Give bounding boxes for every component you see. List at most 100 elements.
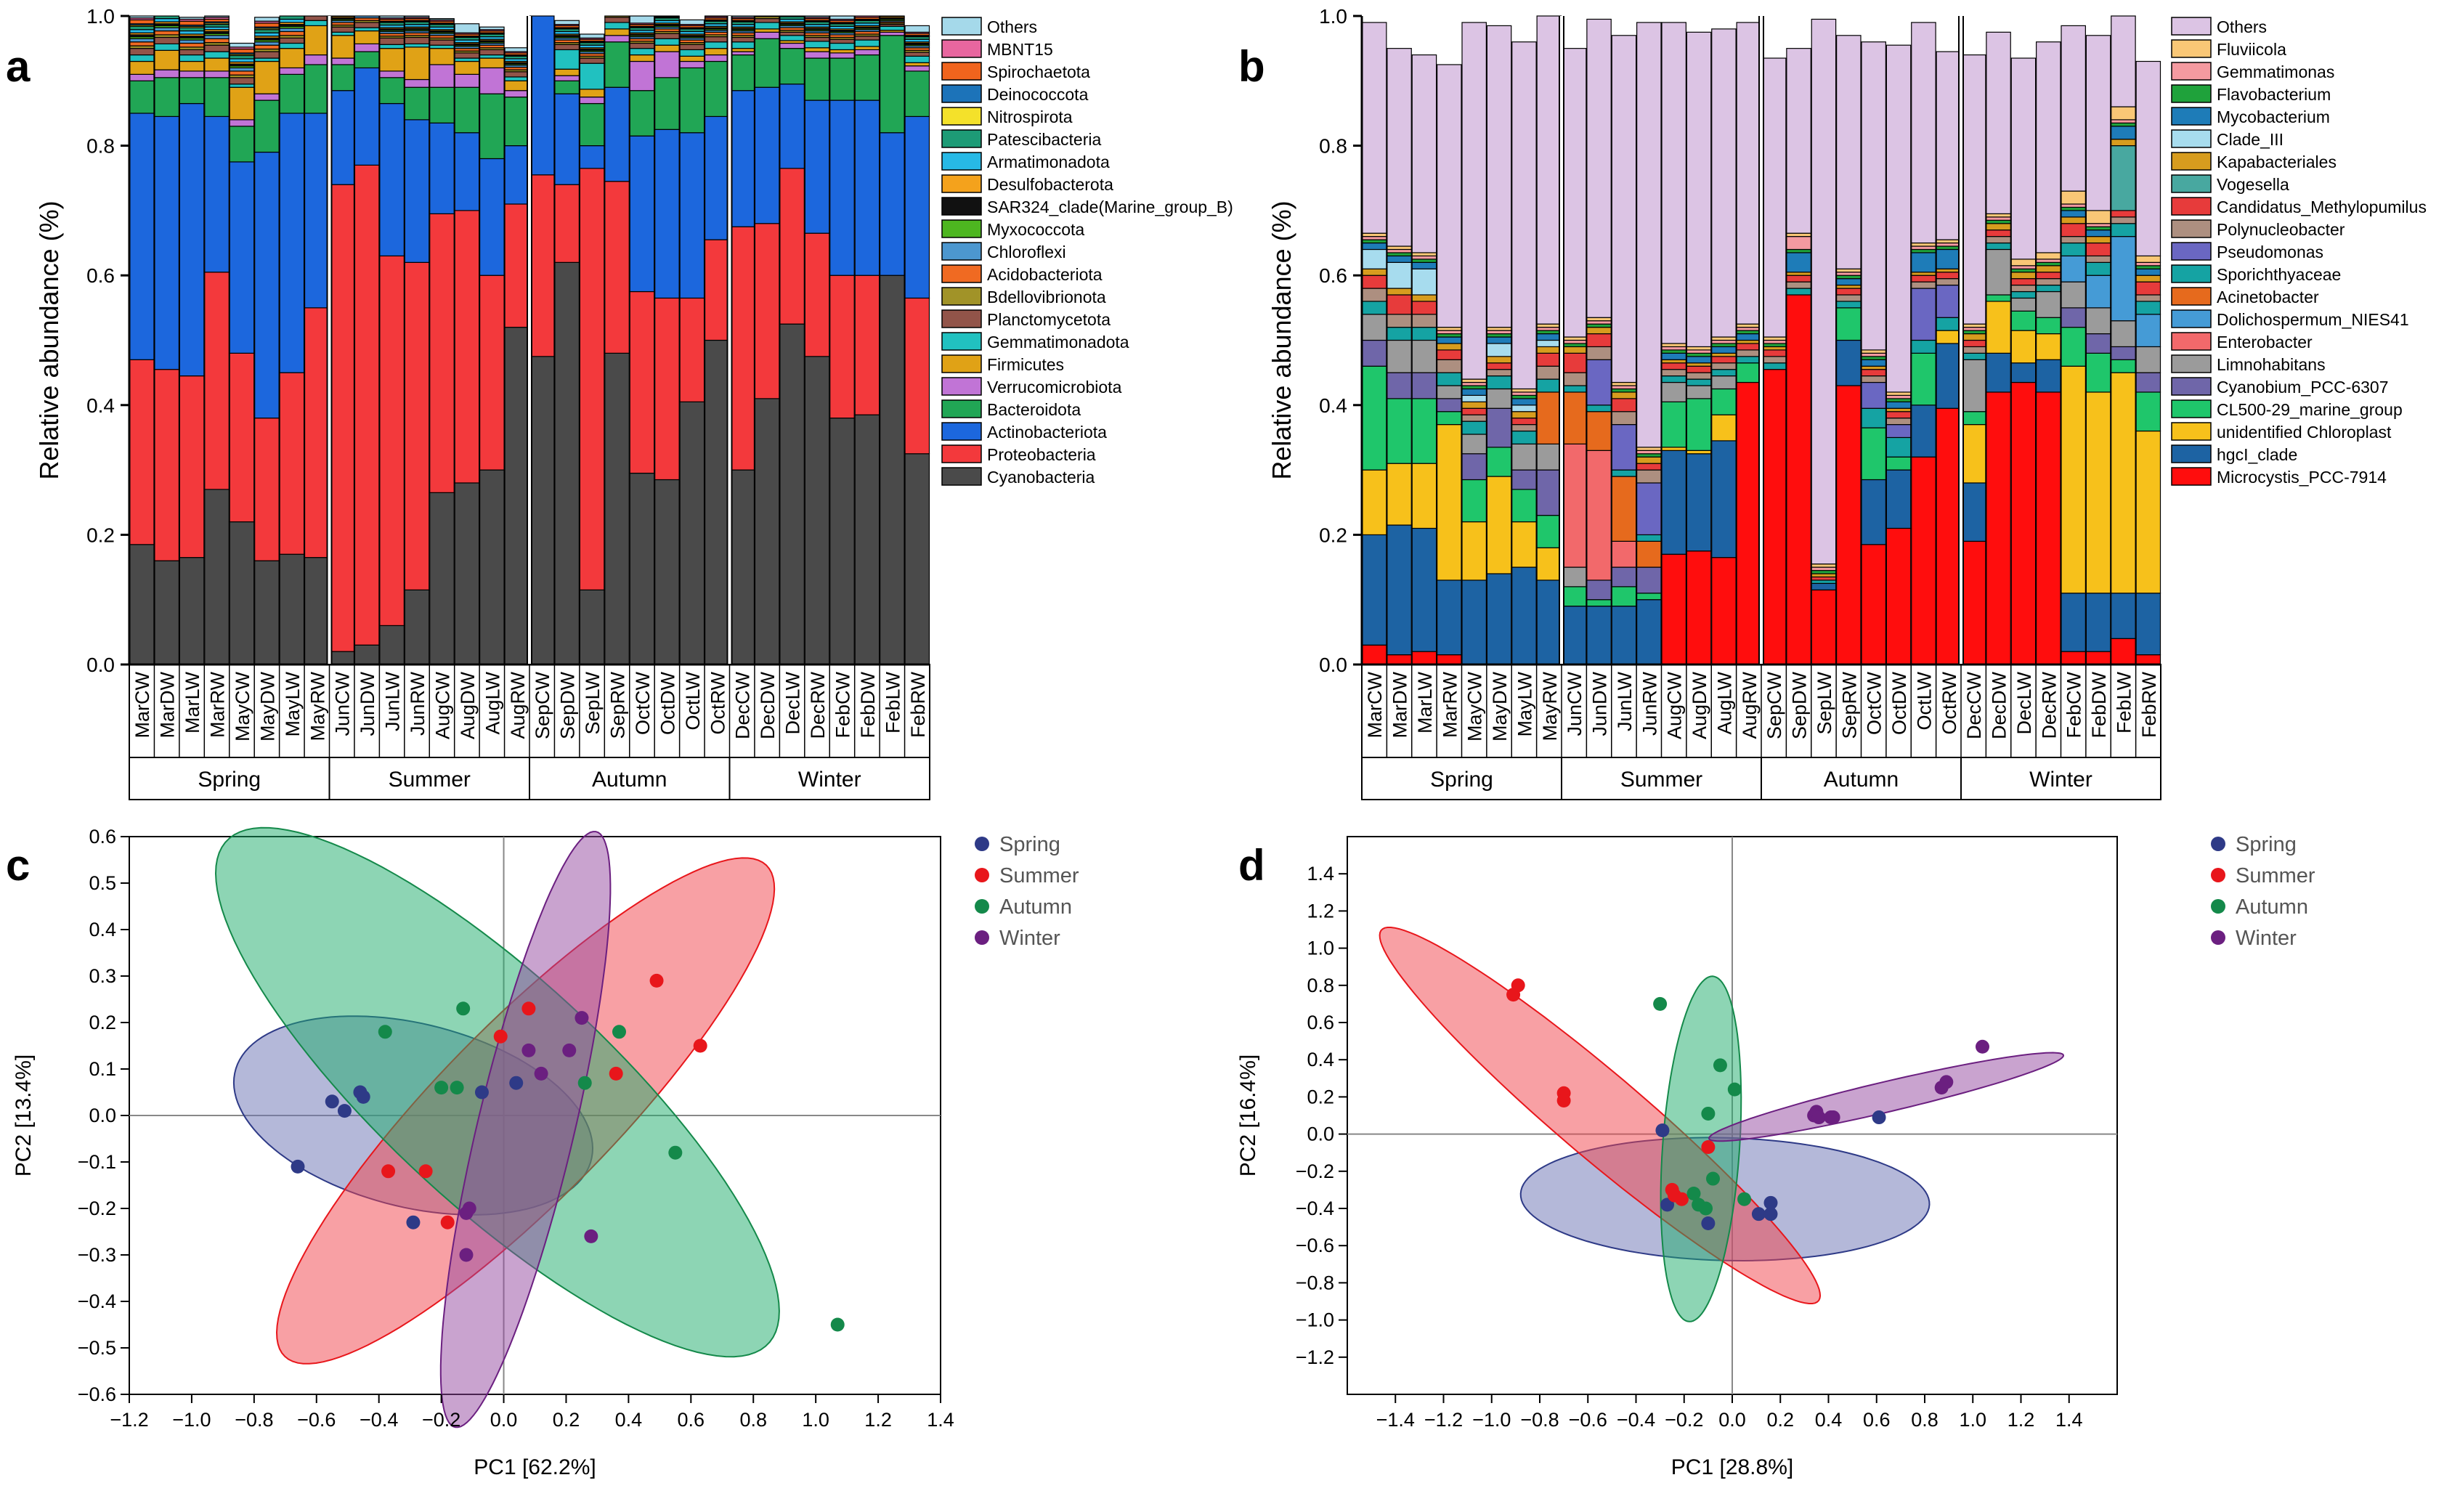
bar-segment-MarRW-Actinobacteriota [204, 115, 230, 273]
bar-segment-MarDW-Candidatus_Methylopumilus [1387, 294, 1412, 315]
bar-segment-DecRW-Gemmatimonadota [804, 41, 830, 49]
bar-segment-FebCW-Gemmatimonadota [829, 42, 855, 51]
bar-segment-OctRW-Gemmatimonas [1936, 242, 1962, 247]
bar-segment-JunRW-Gemmatimonadota [404, 43, 430, 48]
category-label-AugLW: AugLW [482, 671, 503, 734]
bar-segment-AugCW-Mycobacterium [1661, 352, 1686, 360]
bar-segment-JunCW-Planctomycetota [329, 26, 355, 33]
confidence-ellipse-Winter [1708, 1052, 2065, 1142]
point-Spring [509, 1076, 524, 1090]
bar-segment-OctRW-Fluviicola [1936, 239, 1962, 244]
point-Winter [1811, 1110, 1826, 1125]
bar-segment-DecRW-Planctomycetota [804, 36, 830, 42]
point-Autumn [456, 1001, 471, 1016]
legend-marker-Spring [975, 837, 989, 851]
bar-segment-MarLW-Sporichthyaceae [1411, 327, 1437, 341]
category-label-JunDW: JunDW [1589, 671, 1611, 736]
bar-segment-FebCW-Sporichthyaceae [2061, 242, 2086, 257]
panel-c-label: c [6, 841, 30, 890]
legend-swatch-Armatimonadota [941, 152, 982, 171]
bar-segment-JunLW-Candidatus_Methylopumilus [1611, 398, 1637, 412]
bar-segment-MarRW-Sporichthyaceae [1437, 372, 1462, 386]
bar-segment-MayLW-Actinobacteriota [279, 113, 305, 373]
bar-segment-MarRW-Bacteroidota [204, 77, 230, 118]
bar-segment-MarLW-Microcystis_PCC-7914 [1411, 651, 1437, 665]
bar-segment-AugDW-CL500-29_marine_group [1686, 398, 1712, 451]
bar-segment-JunCW-Kapabacteriales [1561, 346, 1587, 354]
bar-segment-SepCW-Gemmatimonas [1761, 339, 1787, 344]
bar-segment-JunLW-Verrucomicrobiota [379, 70, 405, 78]
legend-swatch-Microcystis_PCC-7914 [2171, 467, 2212, 486]
y-tick-label: −0.8 [1296, 1272, 1334, 1293]
bar-segment-DecRW-Others [2036, 41, 2061, 253]
bar-segment-DecDW-Others [1986, 31, 2011, 214]
bar-segment-OctRW-Others [1936, 51, 1962, 240]
bar-segment-JunLW-Flavobacterium [1611, 388, 1637, 393]
bar-segment-OctDW-Sporichthyaceae [1885, 436, 1912, 458]
bar-segment-MarLW-Firmicutes [179, 60, 205, 72]
season-label-Autumn: Autumn [1824, 768, 1899, 792]
bar-segment-SepRW-Gemmatimonas [1836, 272, 1862, 276]
bar-segment-FebDW-hgcI_clade [2085, 593, 2111, 652]
bar-segment-OctCW-Planctomycetota [629, 42, 655, 49]
bar-segment-AugLW-Fluviicola [1711, 336, 1737, 341]
bar-segment-MarDW-Patescibacteria [154, 15, 179, 20]
bar-segment-JunLW-Polynucleobacter [1611, 411, 1637, 426]
bar-segment-DecCW-Candidatus_Methylopumilus [1960, 339, 1986, 348]
panel-d-label: d [1238, 841, 1265, 890]
category-label-FebRW: FebRW [2138, 671, 2160, 738]
bar-segment-MayRW-Cyanobacteria [304, 557, 330, 665]
category-label-AugDW: AugDW [457, 671, 479, 739]
bar-segment-FebRW-Sporichthyaceae [2135, 301, 2161, 315]
bar-segment-MayLW-Patescibacteria [279, 15, 305, 20]
bar-segment-OctDW-Flavobacterium [1885, 398, 1912, 402]
bar-segment-SepRW-CL500-29_marine_group [1836, 307, 1862, 341]
bar-segment-FebRW-Polynucleobacter [2135, 294, 2161, 302]
bar-segment-MarLW-Spirochaetota [179, 20, 205, 26]
bar-segment-SepDW-Cyanobacteria [554, 261, 580, 665]
bar-segment-MarDW-Planctomycetota [154, 36, 179, 44]
bar-segment-MayCW-unidentified Chloroplast [1461, 521, 1487, 581]
bar-segment-MarCW-unidentified Chloroplast [1361, 469, 1387, 535]
panel-a-label: a [6, 42, 31, 91]
point-Autumn [434, 1081, 449, 1095]
bar-segment-AugRW-Actinobacteriota [504, 145, 530, 205]
bar-segment-OctLW-Proteobacteria [679, 297, 705, 402]
bar-segment-AugRW-Microcystis_PCC-7914 [1736, 381, 1762, 665]
bar-segment-DecCW-Flavobacterium [1960, 330, 1986, 335]
legend-swatch-Limnohabitans [2171, 354, 2212, 373]
bar-segment-JunDW-Planctomycetota [354, 22, 380, 28]
bar-segment-MayLW-Flavobacterium [1511, 394, 1537, 399]
point-Autumn [668, 1145, 683, 1160]
bar-segment-JunDW-Kapabacteriales [1586, 327, 1612, 335]
bar-segment-AugCW-Planctomycetota [429, 39, 455, 46]
legend-label-Polynucleobacter: Polynucleobacter [2217, 220, 2345, 239]
legend-label-Candidatus_Methylopumilus: Candidatus_Methylopumilus [2217, 198, 2427, 216]
bar-segment-JunDW-Chloroflexi [354, 15, 380, 19]
legend-swatch-Dolichospermum_NIES41 [2171, 309, 2212, 328]
category-label-OctCW: OctCW [1864, 671, 1885, 735]
bar-segment-MarLW-hgcI_clade [1411, 527, 1437, 652]
point-Winter [1824, 1110, 1838, 1125]
legend-label-Microcystis_PCC-7914: Microcystis_PCC-7914 [2217, 468, 2387, 487]
bar-segment-AugLW-Gemmatimonas [1711, 339, 1737, 344]
bar-segment-JunDW-Verrucomicrobiota [354, 43, 380, 52]
bar-segment-AugRW-CL500-29_marine_group [1736, 362, 1762, 383]
bar-segment-FebLW-Mycobacterium [2111, 126, 2136, 140]
point-Autumn [1713, 1058, 1727, 1073]
bar-segment-FebCW-Candidatus_Methylopumilus [2061, 223, 2086, 237]
bar-segment-OctLW-Pseudomonas [1911, 288, 1936, 341]
bar-segment-OctLW-Planctomycetota [679, 44, 705, 51]
bar-segment-JunCW-Firmicutes [329, 35, 355, 59]
bar-segment-MayDW-Limnohabitans [1486, 388, 1512, 409]
bar-segment-AugCW-Actinobacteriota [429, 122, 455, 214]
bar-segment-SepCW-Fluviicola [1761, 336, 1787, 341]
bar-segment-AugLW-Gemmatimonadota [479, 54, 505, 59]
bar-segment-MarRW-Flavobacterium [1437, 333, 1462, 338]
bar-segment-DecDW-Gemmatimonadota [754, 22, 780, 30]
bar-segment-OctRW-Bacteroidota [704, 60, 730, 118]
bar-segment-DecCW-Firmicutes [729, 48, 755, 52]
bar-segment-FebLW-Vogesella [2111, 145, 2136, 211]
bar-segment-SepDW-Polynucleobacter [1786, 281, 1811, 289]
bar-segment-FebLW-Actinobacteriota [880, 132, 905, 276]
